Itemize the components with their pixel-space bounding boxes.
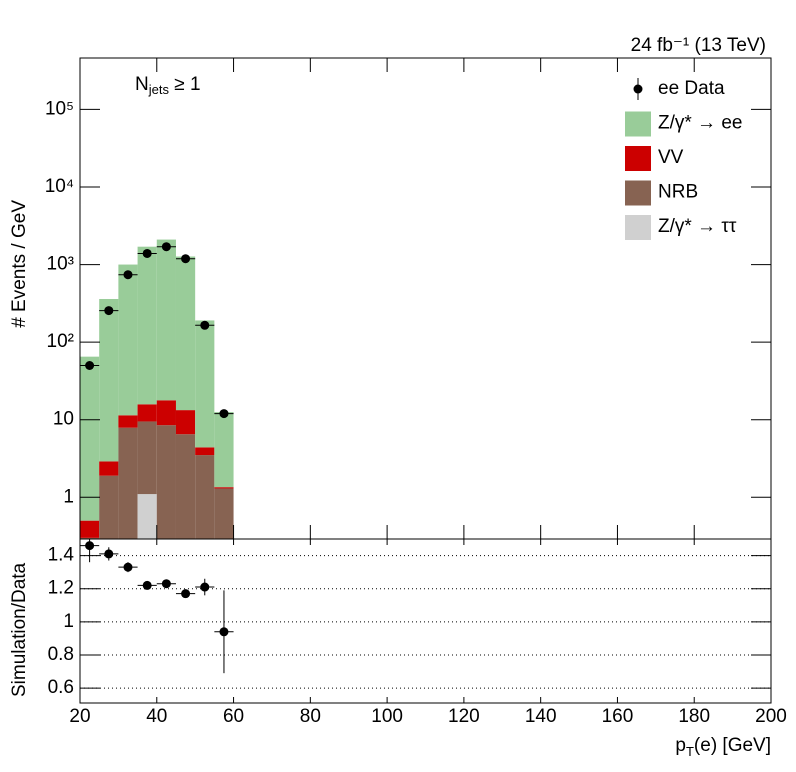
bar-segment: [80, 520, 100, 538]
x-axis-label: pT(e) [GeV]: [675, 735, 771, 759]
bar-segment: [156, 400, 176, 426]
bar-segment: [118, 427, 138, 539]
legend-label: Z/γ* → ττ: [658, 216, 737, 237]
ratio-point: [104, 549, 114, 559]
data-point: [142, 248, 152, 258]
x-tick-label: 80: [300, 706, 321, 727]
plot-area: 1 10 10² 10³ 10⁴ 10⁵ ee Data Z/γ* → ee VV NRB Z/γ*…: [45, 57, 787, 727]
y-tick-label: 10⁴: [45, 176, 74, 197]
luminosity-label: 24 fb⁻¹ (13 TeV): [631, 35, 766, 56]
y-tick-label: 10³: [47, 254, 74, 275]
bar-segment: [195, 320, 215, 448]
bar-segment: [99, 461, 119, 476]
bar-segment: [175, 410, 196, 435]
legend-swatch: [625, 180, 651, 206]
y-axis-label: # Events / GeV: [9, 200, 30, 328]
legend-label: NRB: [658, 182, 698, 203]
x-tick-label: 40: [146, 706, 167, 727]
bar-segment: [156, 425, 176, 539]
ratio-point: [161, 579, 171, 589]
legend-label: Z/γ* → ee: [658, 113, 742, 134]
bar-segment: [214, 487, 234, 489]
x-tick-label: 20: [69, 706, 90, 727]
data-point: [85, 360, 95, 370]
y-tick-label: 1.2: [48, 578, 74, 599]
bar-segment: [156, 239, 176, 401]
bar-segment: [137, 494, 157, 539]
bar-segment: [195, 447, 215, 456]
legend-label: VV: [658, 147, 684, 168]
ratio-point: [200, 582, 210, 592]
data-point: [123, 270, 133, 280]
ratio-point: [85, 541, 95, 551]
ratio-point: [123, 562, 133, 572]
legend-label: ee Data: [658, 78, 725, 99]
ratio-point: [142, 580, 152, 590]
bar-segment: [118, 415, 138, 428]
x-tick-label: 200: [755, 706, 787, 727]
legend-marker: [633, 84, 643, 94]
y-tick-label: 1: [63, 486, 74, 507]
y-tick-label: 0.6: [48, 677, 74, 698]
bar-segment: [175, 434, 196, 539]
x-tick-label: 100: [371, 706, 403, 727]
bar-segment: [137, 421, 157, 495]
bar-segment: [137, 404, 157, 422]
data-point: [104, 306, 114, 316]
x-tick-label: 140: [525, 706, 557, 727]
x-tick-label: 160: [602, 706, 634, 727]
data-point: [181, 254, 191, 264]
y-tick-label: 10²: [47, 331, 74, 352]
x-tick-label: 180: [678, 706, 710, 727]
ratio-point: [219, 627, 229, 637]
y-tick-label: 10⁵: [45, 98, 74, 119]
ratio-point: [181, 589, 191, 599]
y-tick-label: 0.8: [48, 644, 74, 665]
data-point: [219, 409, 229, 419]
legend-swatch: [625, 215, 651, 240]
panel-marks: [80, 539, 234, 674]
data-point: [161, 242, 171, 252]
panel-marks: [80, 239, 234, 539]
legend-swatch: [625, 111, 651, 137]
frame: [79, 538, 772, 704]
annotation: Njets ≥ 1: [135, 74, 201, 97]
bar-segment: [175, 256, 196, 411]
legend-swatch: [625, 146, 651, 171]
bar-segment: [195, 455, 215, 539]
y-tick-label: 1: [63, 611, 74, 632]
bar-segment: [118, 264, 138, 416]
x-tick-label: 60: [223, 706, 244, 727]
bar-segment: [99, 298, 119, 462]
bar-segment: [80, 537, 100, 539]
x-tick-label: 120: [448, 706, 480, 727]
data-point: [200, 320, 210, 330]
y-tick-label: 10: [53, 409, 74, 430]
bar-segment: [214, 412, 234, 488]
bar-segment: [80, 356, 100, 521]
y-tick-label: 1.4: [48, 545, 75, 566]
bar-segment: [214, 488, 234, 539]
bar-segment: [99, 475, 119, 539]
bar-segment: [137, 246, 157, 405]
ratio-y-axis-label: Simulation/Data: [9, 562, 30, 697]
